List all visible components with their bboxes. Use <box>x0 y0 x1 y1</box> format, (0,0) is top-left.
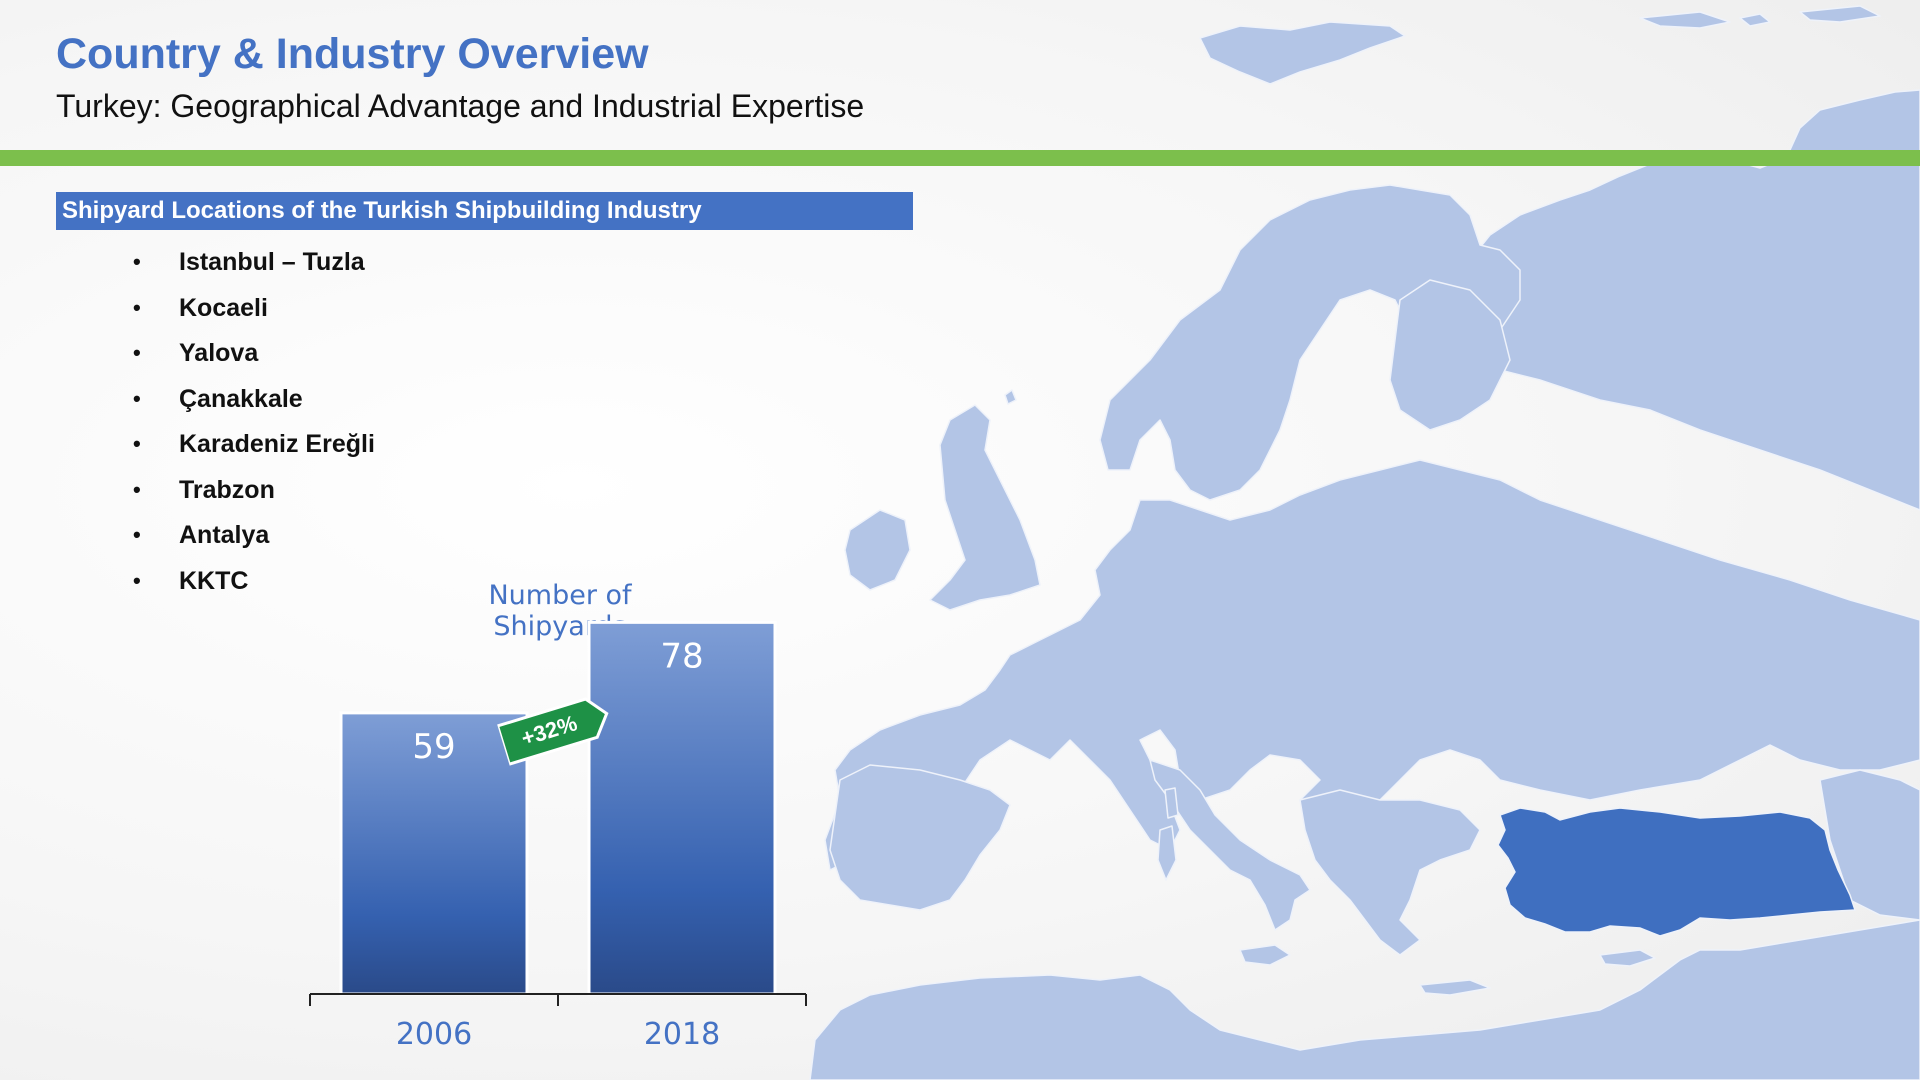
north-africa <box>809 919 1920 1080</box>
list-item: • KKTC <box>133 565 375 611</box>
bullet-icon: • <box>133 567 141 593</box>
bar-2006 <box>339 711 529 996</box>
list-item: • Çanakkale <box>133 383 375 429</box>
list-item: • Istanbul – Tuzla <box>133 246 375 292</box>
iberia <box>829 764 1011 911</box>
sicily <box>1239 944 1291 966</box>
shetland <box>1004 389 1017 405</box>
data-label: 78 <box>660 636 703 676</box>
x-tick-label: 2006 <box>396 1017 472 1052</box>
caucasus <box>1819 769 1920 921</box>
bullet-icon: • <box>133 476 141 502</box>
bullet-icon: • <box>133 522 141 547</box>
location-label: Yalova <box>179 339 259 367</box>
bullet-icon: • <box>133 294 141 320</box>
crete <box>1419 979 1491 996</box>
bullet-icon: • <box>133 249 141 274</box>
arctic-islands <box>1639 5 1881 29</box>
bar-2018 <box>587 620 777 996</box>
location-label: Karadeniz Ereğli <box>179 430 375 458</box>
svalbard <box>1199 21 1406 85</box>
green-divider-bar <box>0 150 1920 166</box>
location-label: Istanbul – Tuzla <box>179 248 365 276</box>
list-item: • Kocaeli <box>133 292 375 338</box>
tag-shape <box>496 697 609 767</box>
list-item: • Karadeniz Ereğli <box>133 428 375 474</box>
location-label: Trabzon <box>179 475 275 504</box>
location-label: KKTC <box>179 566 249 595</box>
location-label: Kocaeli <box>179 293 268 322</box>
turkey-highlight <box>1497 807 1857 937</box>
great-britain <box>929 404 1041 611</box>
bullet-icon: • <box>133 431 141 456</box>
italy <box>1149 759 1311 931</box>
shipyard-location-list: • Istanbul – Tuzla • Kocaeli • Yalova • Çana… <box>133 246 375 610</box>
sardinia <box>1157 825 1177 881</box>
ireland <box>844 509 911 591</box>
finland <box>1389 279 1511 431</box>
page-title: Country & Industry Overview <box>56 30 649 78</box>
page-subtitle: Turkey: Geographical Advantage and Indus… <box>56 88 865 124</box>
balkans <box>1299 789 1481 956</box>
bullet-icon: • <box>133 340 141 365</box>
cyprus <box>1599 949 1656 967</box>
list-item: • Trabzon <box>133 474 375 520</box>
location-label: Antalya <box>179 521 270 549</box>
location-label: Çanakkale <box>179 384 303 413</box>
list-item: • Yalova <box>133 337 375 383</box>
section-header: Shipyard Locations of the Turkish Shipbu… <box>56 192 913 230</box>
corsica <box>1164 787 1179 819</box>
bullet-icon: • <box>133 385 141 411</box>
growth-tag: +32% <box>496 692 615 767</box>
x-tick-label: 2018 <box>644 1017 720 1052</box>
data-label: 59 <box>412 727 455 767</box>
list-item: • Antalya <box>133 519 375 565</box>
